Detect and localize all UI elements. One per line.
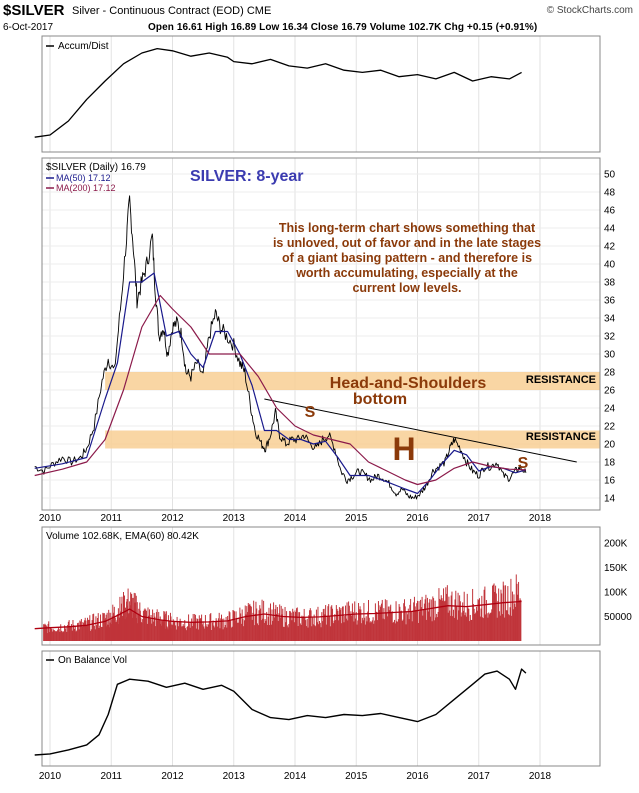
x-tick-label: 2018 xyxy=(529,513,552,524)
x-tick-label: 2012 xyxy=(161,513,184,524)
date-label: 6-Oct-2017 xyxy=(3,22,54,33)
stockcharts-logo: © StockCharts.com xyxy=(546,5,633,16)
x-tick-label: 2016 xyxy=(406,513,429,524)
x-tick-label: 2013 xyxy=(223,771,246,782)
y-tick-label: 36 xyxy=(604,296,616,307)
y-tick-label: 200K xyxy=(604,538,628,549)
volume-panel xyxy=(41,526,601,646)
accum-dist-line xyxy=(34,47,522,138)
annotation-text: current low levels. xyxy=(352,281,461,295)
y-tick-label: 44 xyxy=(604,224,616,235)
x-tick-label: 2013 xyxy=(223,513,246,524)
y-tick-label: 20 xyxy=(604,440,616,451)
y-tick-label: 32 xyxy=(604,332,616,343)
y-tick-label: 38 xyxy=(604,278,616,289)
annotation-text: This long-term chart shows something tha… xyxy=(279,221,536,235)
resistance-label: RESISTANCE xyxy=(526,431,596,443)
right-shoulder-label: S xyxy=(518,455,529,472)
x-tick-label: 2015 xyxy=(345,771,368,782)
legend-label: Accum/Dist xyxy=(58,41,109,52)
y-tick-label: 18 xyxy=(604,458,616,469)
y-tick-label: 14 xyxy=(604,494,616,505)
y-tick-label: 16 xyxy=(604,476,616,487)
x-tick-label: 2016 xyxy=(406,771,429,782)
legend-label: MA(50) 17.12 xyxy=(56,173,111,183)
accum-dist-panel xyxy=(41,35,601,153)
y-tick-label: 26 xyxy=(604,386,616,397)
annotation-text: of a giant basing pattern - and therefor… xyxy=(282,251,532,265)
x-tick-label: 2010 xyxy=(39,771,62,782)
x-tick-label: 2017 xyxy=(468,771,491,782)
head-label: H xyxy=(392,431,415,467)
legend-label: Volume 102.68K, EMA(60) 80.42K xyxy=(46,531,199,542)
y-tick-label: 22 xyxy=(604,422,616,433)
legend-label: On Balance Vol xyxy=(58,655,127,666)
obv-line xyxy=(34,668,527,756)
x-tick-label: 2018 xyxy=(529,771,552,782)
y-tick-label: 28 xyxy=(604,368,616,379)
chart-title: SILVER: 8-year xyxy=(190,168,304,185)
volume-ema-line xyxy=(34,600,522,630)
y-tick-label: 30 xyxy=(604,350,616,361)
y-tick-label: 50000 xyxy=(604,612,632,623)
legend-label: MA(200) 17.12 xyxy=(56,183,116,193)
resistance-zone xyxy=(105,372,600,390)
annotation-text: is unloved, out of favor and in the late… xyxy=(273,236,541,250)
quote-label: Open 16.61 High 16.89 Low 16.34 Close 16… xyxy=(148,22,538,33)
x-tick-label: 2012 xyxy=(161,771,184,782)
resistance-zone xyxy=(105,430,600,449)
description-label: Silver - Continuous Contract (EOD) CME xyxy=(72,5,272,17)
y-tick-label: 150K xyxy=(604,563,628,574)
symbol-label: $SILVER xyxy=(3,2,65,19)
x-tick-label: 2014 xyxy=(284,513,307,524)
price-panel xyxy=(41,157,601,511)
resistance-label: RESISTANCE xyxy=(526,374,596,386)
y-tick-label: 34 xyxy=(604,314,616,325)
ma200-line xyxy=(34,294,526,486)
y-tick-label: 40 xyxy=(604,260,616,271)
x-tick-label: 2015 xyxy=(345,513,368,524)
silver-price-line xyxy=(34,195,527,500)
neckline-trendline xyxy=(264,398,577,463)
obv-panel xyxy=(41,650,601,767)
legend-label: $SILVER (Daily) 16.79 xyxy=(46,162,146,173)
y-tick-label: 24 xyxy=(604,404,616,415)
x-tick-label: 2011 xyxy=(100,513,122,524)
annotation-text: worth accumulating, especially at the xyxy=(295,266,518,280)
pattern-label: Head-and-Shoulders xyxy=(330,375,487,392)
y-tick-label: 48 xyxy=(604,188,616,199)
y-tick-label: 100K xyxy=(604,587,628,598)
x-tick-label: 2017 xyxy=(468,513,491,524)
x-tick-label: 2014 xyxy=(284,771,307,782)
y-tick-label: 50 xyxy=(604,170,616,181)
x-tick-label: 2011 xyxy=(100,771,122,782)
pattern-label: bottom xyxy=(353,391,407,408)
x-tick-label: 2010 xyxy=(39,513,62,524)
ma50-line xyxy=(34,272,527,495)
chart-header: $SILVER Silver - Continuous Contract (EO… xyxy=(0,0,639,36)
left-shoulder-label: S xyxy=(305,404,316,421)
y-tick-label: 46 xyxy=(604,206,616,217)
y-tick-label: 42 xyxy=(604,242,616,253)
